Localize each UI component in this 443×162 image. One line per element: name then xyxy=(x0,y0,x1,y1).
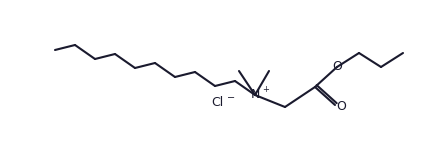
Text: Cl: Cl xyxy=(211,97,223,110)
Text: O: O xyxy=(332,60,342,74)
Text: N: N xyxy=(250,88,260,102)
Text: O: O xyxy=(336,100,346,114)
Text: −: − xyxy=(227,93,235,103)
Text: +: + xyxy=(262,85,269,93)
